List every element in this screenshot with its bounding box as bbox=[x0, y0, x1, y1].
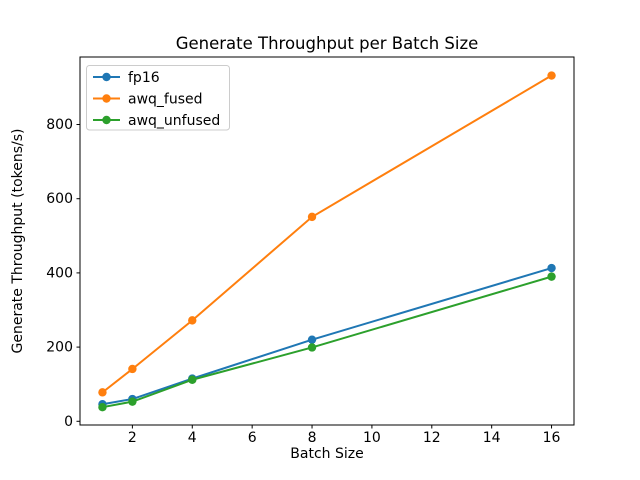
legend-label: fp16 bbox=[128, 70, 160, 86]
legend-label: awq_unfused bbox=[128, 113, 220, 129]
data-point-awq_fused-batch1 bbox=[98, 388, 107, 397]
series-line-fp16 bbox=[102, 267, 552, 406]
data-point-awq_unfused-batch4 bbox=[188, 375, 197, 384]
x-tick-label: 8 bbox=[308, 430, 317, 446]
data-point-awq_fused-batch8 bbox=[307, 212, 317, 222]
y-axis-label: Generate Throughput (tokens/s) bbox=[10, 129, 26, 354]
data-point-awq_unfused-batch1 bbox=[98, 402, 107, 412]
x-tick-label: 16 bbox=[543, 430, 561, 446]
legend-marker-awq_fused bbox=[102, 94, 111, 103]
legend-marker-fp16 bbox=[102, 72, 111, 82]
x-tick-label: 4 bbox=[188, 430, 197, 446]
legend-label: awq_fused bbox=[128, 92, 203, 108]
y-tick-label: 200 bbox=[46, 340, 73, 356]
legend-marker-awq_unfused bbox=[102, 115, 111, 125]
data-point-fp16-batch16 bbox=[547, 263, 556, 273]
data-point-fp16-batch8 bbox=[307, 335, 317, 344]
legend: fp16 awq_fused awq_unfused bbox=[86, 65, 230, 131]
y-tick-label: 800 bbox=[46, 117, 73, 133]
x-tick-label: 2 bbox=[128, 430, 137, 446]
x-tick-label: 6 bbox=[248, 430, 257, 446]
x-tick-label: 12 bbox=[423, 430, 441, 446]
data-point-awq_fused-batch16 bbox=[547, 71, 556, 80]
data-point-awq_unfused-batch8 bbox=[307, 343, 317, 352]
data-point-awq_fused-batch4 bbox=[188, 316, 197, 325]
y-tick-label: 400 bbox=[46, 265, 73, 281]
y-tick-label: 0 bbox=[64, 414, 73, 430]
data-point-awq_fused-batch2 bbox=[128, 364, 137, 374]
legend-box bbox=[86, 65, 230, 131]
x-tick-label: 14 bbox=[483, 430, 501, 446]
plot-area-frame bbox=[79, 56, 575, 426]
data-point-awq_unfused-batch2 bbox=[128, 397, 137, 406]
x-axis-label: Batch Size bbox=[290, 446, 363, 462]
x-tick-label: 10 bbox=[363, 430, 381, 446]
y-tick-label: 600 bbox=[46, 191, 73, 207]
chart-title: Generate Throughput per Batch Size bbox=[176, 34, 479, 53]
data-point-awq_unfused-batch16 bbox=[547, 272, 556, 281]
series-line-awq_unfused bbox=[102, 275, 552, 409]
